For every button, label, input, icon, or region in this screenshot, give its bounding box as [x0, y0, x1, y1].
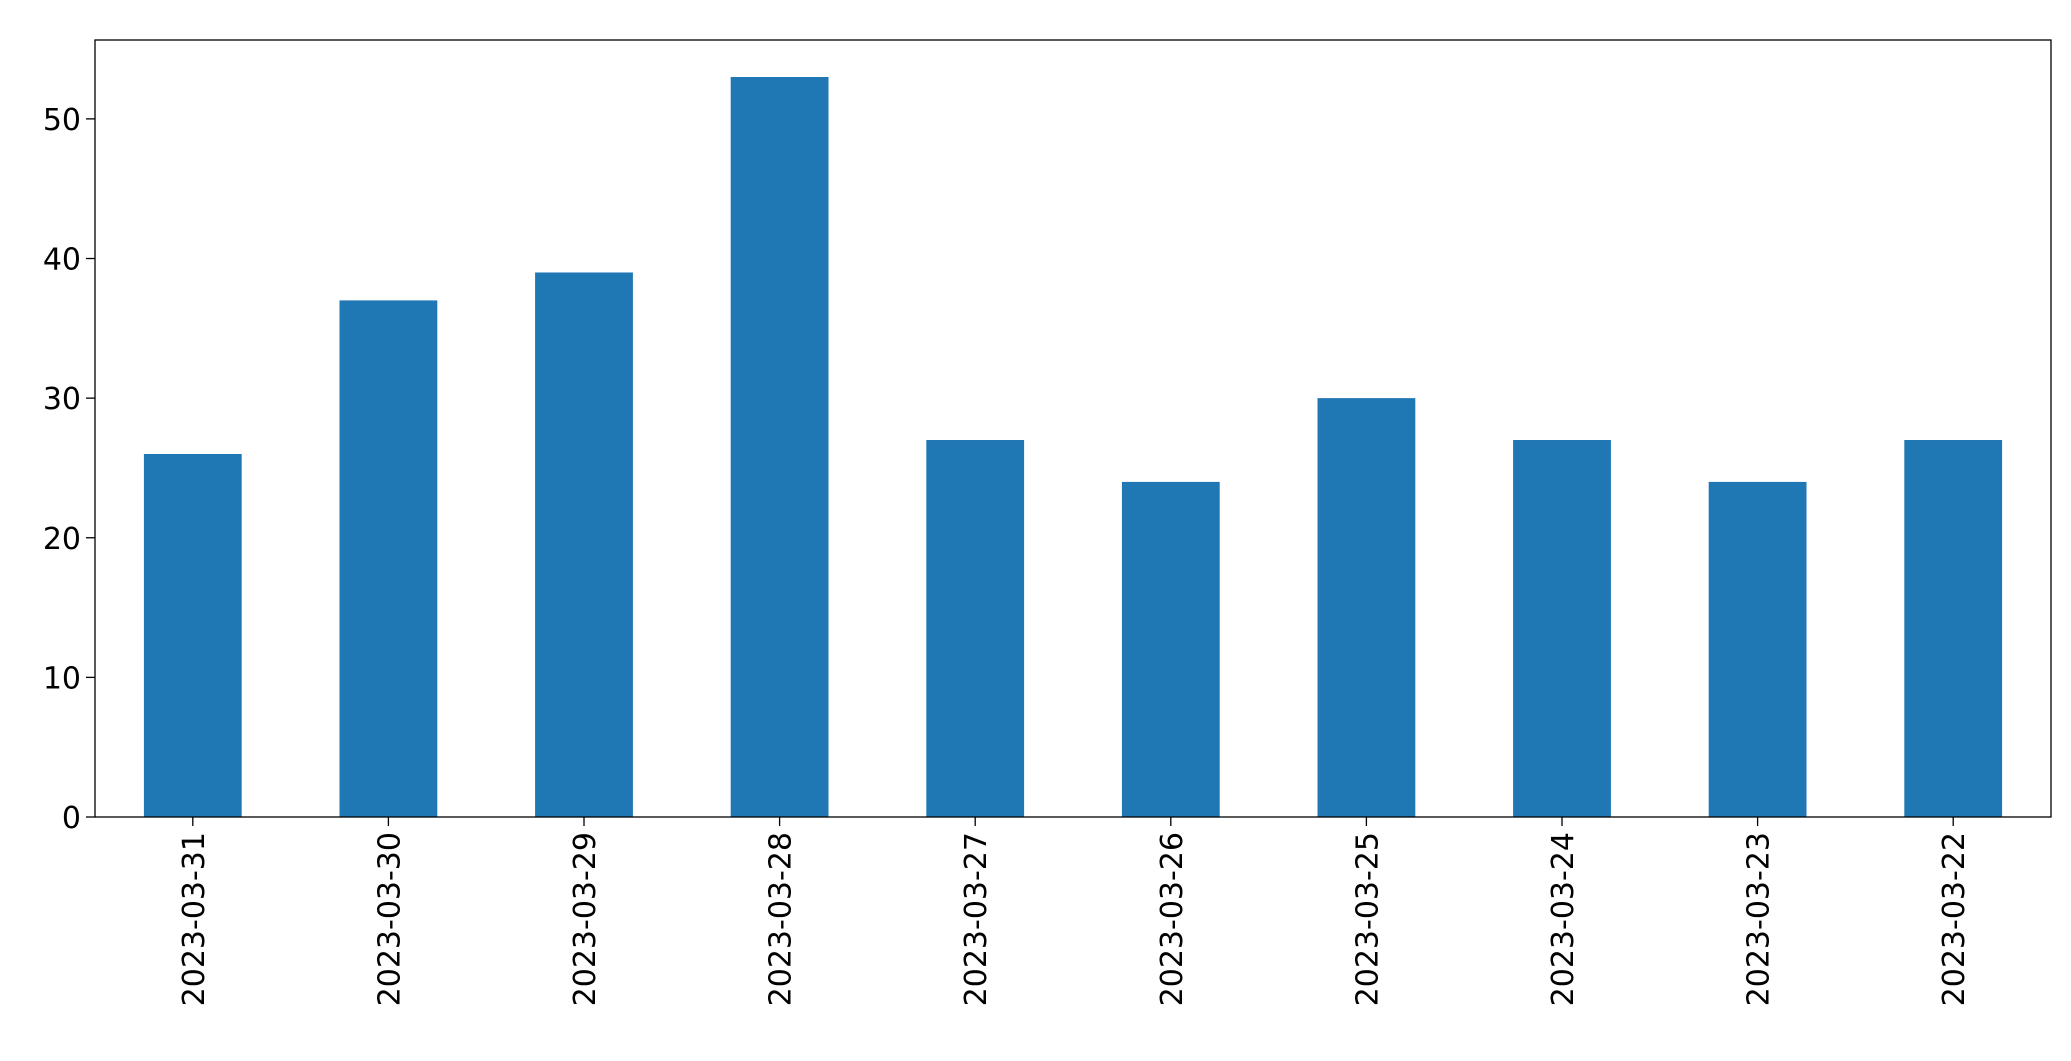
- y-tick-label: 30: [43, 382, 81, 417]
- bar: [1904, 440, 2003, 817]
- y-tick-label: 50: [43, 103, 81, 138]
- bar: [339, 300, 438, 817]
- x-tick-label: 2023-03-28: [764, 832, 799, 1006]
- x-tick-label: 2023-03-23: [1742, 832, 1777, 1006]
- x-tick-label: 2023-03-29: [568, 832, 603, 1006]
- y-tick-label: 40: [43, 243, 81, 278]
- plot-frame: [94, 39, 2052, 818]
- y-tick-label: 10: [43, 661, 81, 696]
- x-tick-label: 2023-03-30: [372, 832, 407, 1006]
- y-tick-label: 20: [43, 522, 81, 557]
- bar: [1513, 440, 1611, 817]
- bar: [143, 453, 242, 817]
- x-tick-label: 2023-03-25: [1350, 832, 1385, 1006]
- bar: [1317, 398, 1416, 817]
- x-tick-label: 2023-03-22: [1937, 832, 1972, 1006]
- x-tick-label: 2023-03-31: [177, 832, 212, 1006]
- bar: [730, 77, 829, 817]
- bar: [535, 272, 633, 818]
- bar: [926, 440, 1025, 817]
- bar: [1121, 481, 1220, 817]
- y-tick-label: 0: [62, 801, 81, 836]
- x-tick-label: 2023-03-27: [959, 832, 994, 1006]
- x-tick-label: 2023-03-26: [1155, 832, 1190, 1006]
- x-tick-label: 2023-03-24: [1546, 832, 1581, 1006]
- bar: [1708, 481, 1807, 817]
